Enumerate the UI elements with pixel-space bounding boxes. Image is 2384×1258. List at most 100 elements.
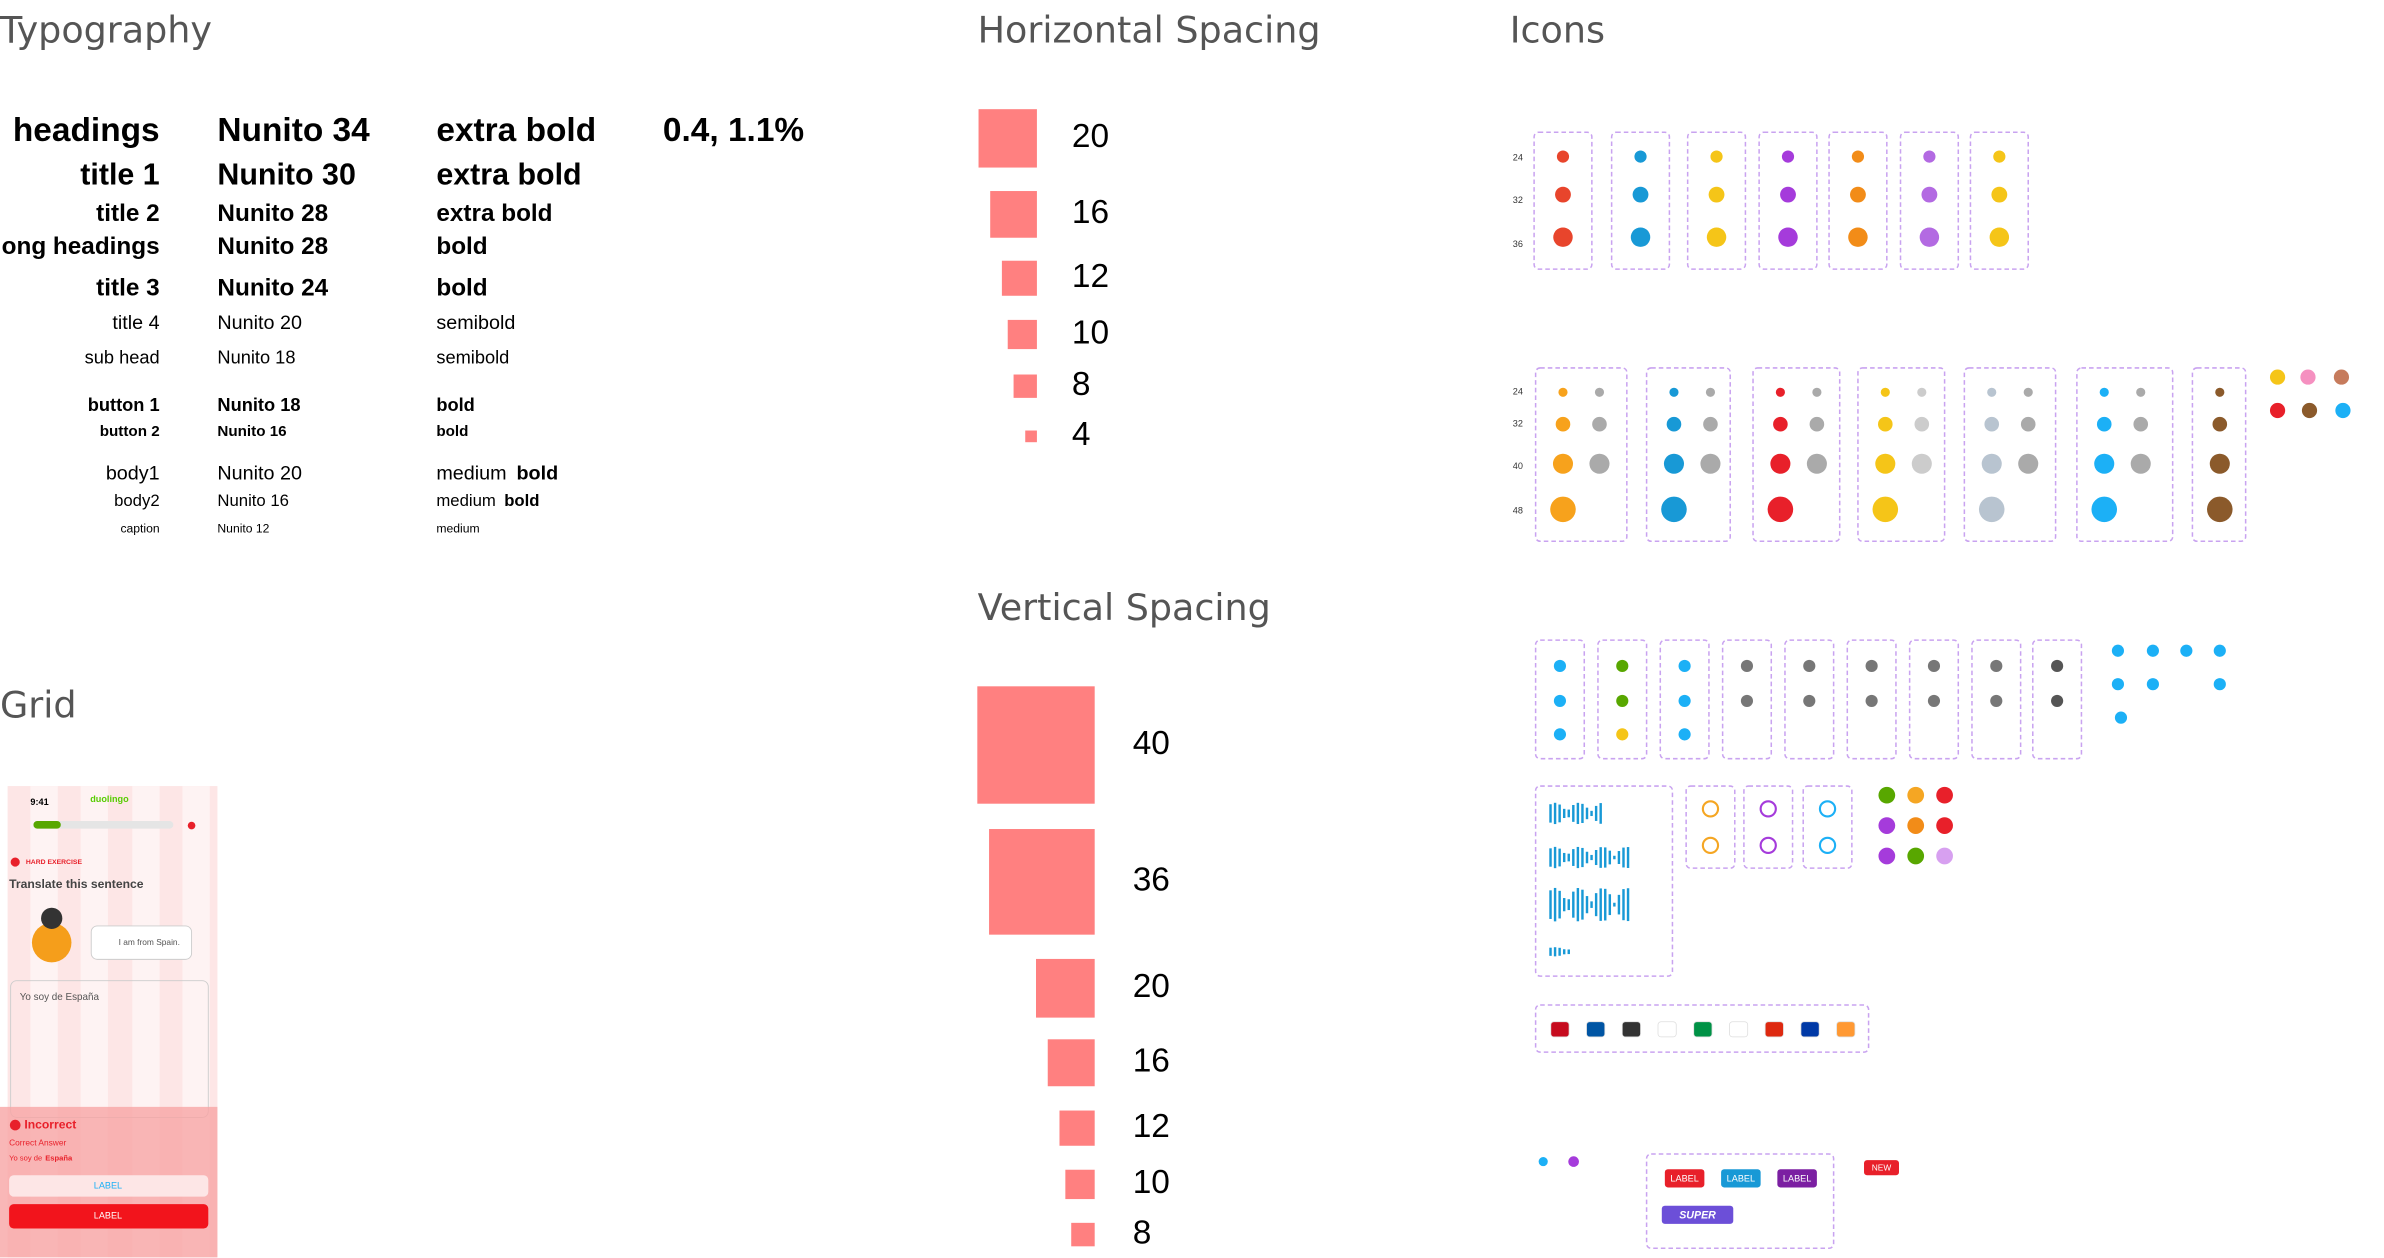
icon — [1981, 453, 2002, 474]
icon — [2333, 369, 2350, 385]
waveform-bar — [1558, 848, 1561, 867]
icon — [1555, 416, 1571, 432]
icon — [1911, 453, 1932, 474]
icon — [1678, 728, 1691, 741]
button-label: LABEL — [94, 1180, 122, 1190]
icon-group — [1685, 785, 1736, 869]
icon — [1556, 150, 1570, 163]
waveform-bar — [1622, 889, 1625, 921]
section-title: Vertical Spacing — [978, 586, 1271, 629]
type-name: title 2 — [96, 200, 160, 227]
icon — [2146, 678, 2159, 691]
badge-label: LABEL — [1783, 1173, 1811, 1183]
icon — [1555, 186, 1571, 203]
type-font: Nunito 24 — [217, 274, 328, 301]
icon-group — [1969, 131, 2029, 270]
flag — [1693, 1021, 1713, 1038]
type-weight: extra bold — [436, 200, 552, 227]
waveform-bar — [1617, 851, 1621, 865]
icon — [1848, 227, 1868, 247]
waveform-bar — [1576, 802, 1580, 825]
icon-group — [1597, 639, 1648, 760]
icon — [2213, 678, 2226, 691]
type-font: Nunito 18 — [217, 394, 300, 415]
spacing-swatch — [1007, 319, 1037, 350]
icon — [2215, 387, 2225, 397]
waveform-bar — [1608, 894, 1612, 916]
type-weight: extra bold — [436, 157, 581, 191]
icon — [1907, 786, 1925, 804]
icon — [1987, 387, 1997, 397]
waveform-bar — [1567, 899, 1570, 911]
waveform-bar — [1549, 890, 1552, 919]
spacing-swatch — [989, 829, 1095, 935]
icon — [2269, 369, 2286, 385]
spacing-swatch — [1013, 374, 1037, 398]
icon — [1767, 496, 1794, 523]
icon — [31, 922, 72, 963]
spacing-label: 8 — [1133, 1214, 1152, 1251]
badge — [1864, 1160, 1899, 1176]
flag — [1764, 1021, 1784, 1038]
waveform-bar — [1585, 896, 1589, 914]
icon — [1594, 387, 1605, 397]
icon — [1991, 186, 2008, 203]
icon — [1907, 817, 1925, 834]
prompt: Translate this sentence — [9, 877, 144, 891]
icon-group — [1645, 1153, 1835, 1250]
type-font: Nunito 30 — [217, 157, 355, 191]
type-name: long headings — [0, 233, 160, 260]
badge-label: LABEL — [1727, 1173, 1755, 1183]
icon — [1851, 150, 1865, 163]
input-text: Yo soy de España — [20, 992, 100, 1003]
button-label: LABEL — [94, 1211, 122, 1221]
icon-group — [1721, 639, 1773, 760]
icon-group — [1758, 131, 1818, 270]
waveform-bar — [1604, 847, 1607, 868]
icon — [1927, 694, 1941, 707]
spacing-swatch — [990, 191, 1037, 238]
spacing-swatch — [1065, 1169, 1095, 1200]
icon-group — [2032, 639, 2083, 760]
flag — [1621, 1021, 1641, 1038]
waveform-bar — [1549, 804, 1552, 823]
waveform-bar — [1581, 889, 1584, 920]
spacing-label: 20 — [1072, 118, 1109, 155]
icon — [2094, 453, 2115, 474]
waveform-bar — [1613, 902, 1616, 907]
icon — [1878, 817, 1896, 834]
icon — [1989, 227, 2010, 247]
icon-group — [1743, 785, 1794, 869]
flag — [1800, 1021, 1820, 1038]
type-font: Nunito 20 — [217, 312, 302, 334]
icon-group — [1846, 639, 1897, 760]
waveform-bar — [1613, 855, 1616, 860]
answer: Yo soy de — [9, 1154, 42, 1163]
logo: duolingo — [90, 794, 129, 804]
icon — [1993, 150, 2006, 163]
icon — [1553, 659, 1567, 673]
icon — [1663, 453, 1685, 474]
icon — [2130, 453, 2151, 474]
type-name: sub head — [85, 347, 160, 368]
type-font: Nunito 16 — [217, 491, 289, 510]
icon — [1780, 186, 1796, 203]
icon — [1710, 150, 1723, 163]
waveform-bar — [1567, 949, 1570, 955]
waveform-bar — [1576, 846, 1580, 869]
icon — [1661, 496, 1687, 523]
icon — [1703, 416, 1718, 432]
icon — [2096, 416, 2112, 432]
waveform-bar — [1549, 947, 1552, 956]
type-name: caption — [120, 521, 159, 535]
waveform-bar — [1572, 891, 1575, 918]
waveform-bar — [1553, 802, 1557, 825]
spacing-label: 4 — [1072, 416, 1091, 453]
icon — [1865, 694, 1878, 707]
icon — [1984, 416, 2000, 432]
type-font: Nunito 12 — [217, 521, 269, 535]
icon-group — [1828, 131, 1888, 270]
answer-label: Correct Answer — [9, 1138, 66, 1148]
type-weight: semibold — [436, 312, 515, 334]
